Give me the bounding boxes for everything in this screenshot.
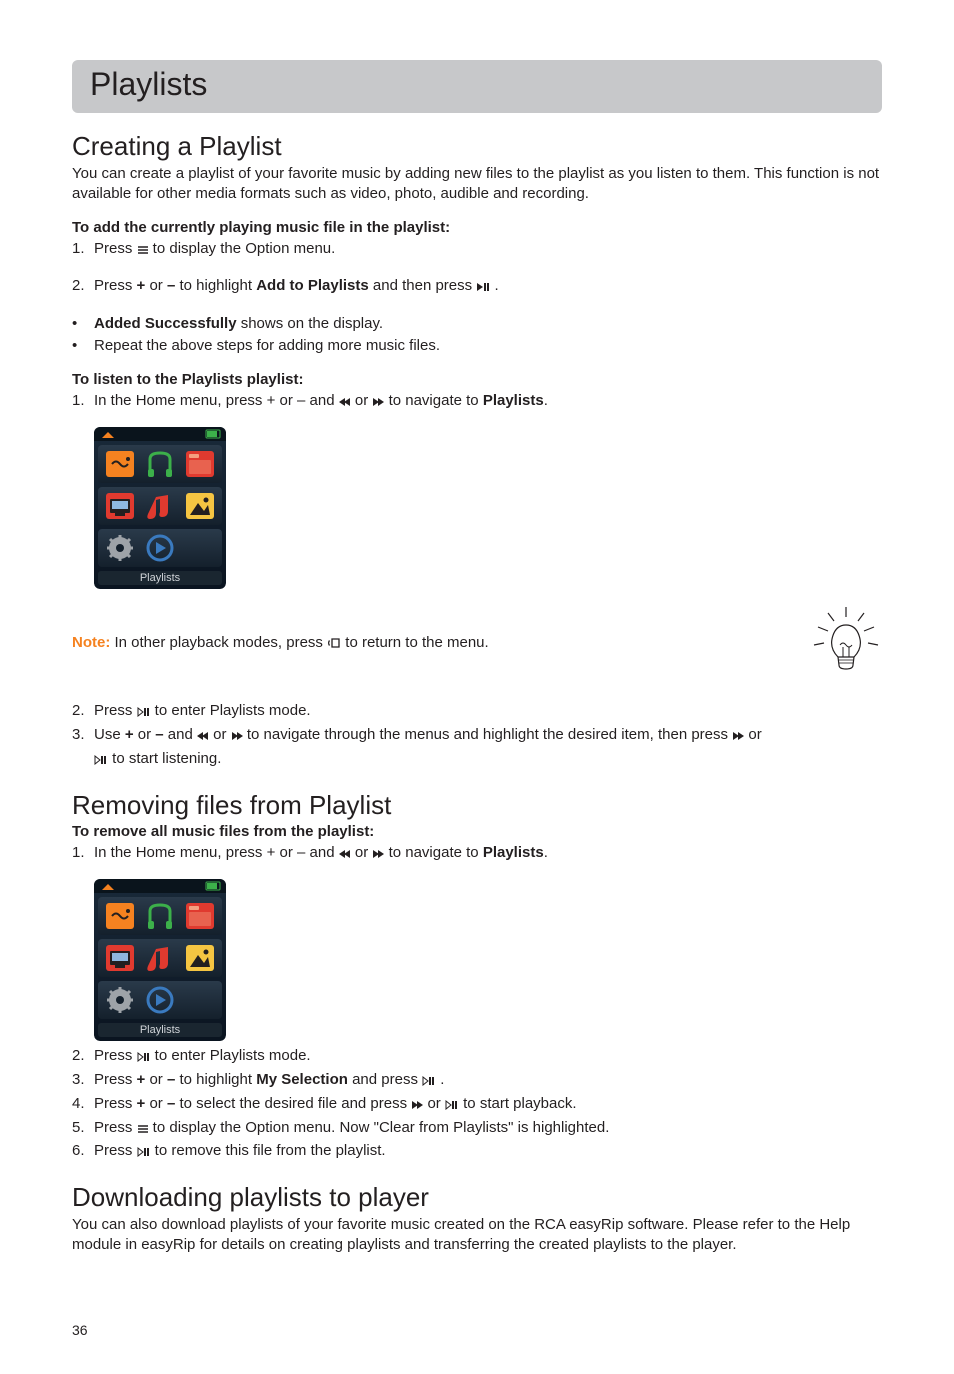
heading-removing: Removing files from Playlist — [72, 790, 882, 821]
bullet-added: Added Successfully shows on the display. — [72, 313, 882, 335]
step-rem-5: 5. Press to display the Option menu. Now… — [72, 1117, 882, 1141]
device-label: Playlists — [140, 572, 181, 584]
step-listen-2: 2. Press to enter Playlists mode. — [72, 700, 882, 724]
intro-creating: You can create a playlist of your favori… — [72, 164, 882, 205]
step-2: 2. Press + or – to highlight Add to Play… — [72, 275, 882, 299]
steps-remove-cont: 2. Press to enter Playlists mode. 3. Pre… — [72, 1045, 882, 1164]
step-listen-3-cont: to start listening. — [72, 748, 882, 772]
step-1: 1. Press to display the Option menu. — [72, 238, 882, 262]
menu-icon — [137, 1119, 149, 1141]
right-skip-icon — [372, 392, 384, 414]
page-number: 36 — [72, 1322, 88, 1338]
device-home-screen: Playlists — [94, 427, 226, 589]
note-label: Note: — [72, 634, 110, 651]
body-downloading: You can also download playlists of your … — [72, 1215, 882, 1256]
heading-creating: Creating a Playlist — [72, 131, 882, 162]
play-pause-icon — [445, 1095, 459, 1117]
play-pause-icon — [137, 702, 151, 724]
right-skip-icon — [732, 726, 744, 748]
tip-bulb-icon — [810, 605, 882, 682]
steps-remove: 1. In the Home menu, press + or – and or… — [72, 842, 882, 866]
play-pause-icon — [137, 1142, 151, 1164]
left-skip-icon — [197, 726, 209, 748]
title-bar: Playlists — [72, 60, 882, 113]
step-rem-3: 3. Press + or – to highlight My Selectio… — [72, 1069, 882, 1093]
step-listen-3: 3. Use + or – and or to navigate through… — [72, 724, 882, 748]
back-icon — [327, 636, 341, 653]
steps-listen-cont: 2. Press to enter Playlists mode. 3. Use… — [72, 700, 882, 748]
play-pause-icon — [476, 277, 490, 299]
menu-icon — [137, 240, 149, 262]
note-row: Note: In other playback modes, press to … — [72, 605, 882, 682]
right-skip-icon — [411, 1095, 423, 1117]
steps-add-current-2: 2. Press + or – to highlight Add to Play… — [72, 275, 882, 299]
play-pause-icon — [94, 750, 108, 772]
play-pause-icon — [137, 1047, 151, 1069]
right-skip-icon — [231, 726, 243, 748]
step-rem-4: 4. Press + or – to select the desired fi… — [72, 1093, 882, 1117]
svg-text:Playlists: Playlists — [140, 1024, 181, 1036]
label-add-current: To add the currently playing music file … — [72, 219, 882, 236]
play-pause-icon — [422, 1071, 436, 1093]
left-skip-icon — [339, 844, 351, 866]
steps-add-current: 1. Press to display the Option menu. — [72, 238, 882, 262]
right-skip-icon — [372, 844, 384, 866]
bullet-repeat: Repeat the above steps for adding more m… — [72, 335, 882, 357]
heading-downloading: Downloading playlists to player — [72, 1182, 882, 1213]
label-remove-all: To remove all music files from the playl… — [72, 823, 882, 840]
left-skip-icon — [339, 392, 351, 414]
step-rem-6: 6. Press to remove this file from the pl… — [72, 1140, 882, 1164]
step-rem-2: 2. Press to enter Playlists mode. — [72, 1045, 882, 1069]
label-listen: To listen to the Playlists playlist: — [72, 371, 882, 388]
steps-listen: 1. In the Home menu, press + or – and or… — [72, 390, 882, 414]
step-rem-1: 1. In the Home menu, press + or – and or… — [72, 842, 882, 866]
step-listen-1: 1. In the Home menu, press + or – and or… — [72, 390, 882, 414]
note-text: Note: In other playback modes, press to … — [72, 634, 489, 653]
bullets-add: Added Successfully shows on the display.… — [72, 313, 882, 357]
page-title: Playlists — [90, 66, 864, 103]
device-home-screen-2: Playlists — [94, 879, 226, 1041]
